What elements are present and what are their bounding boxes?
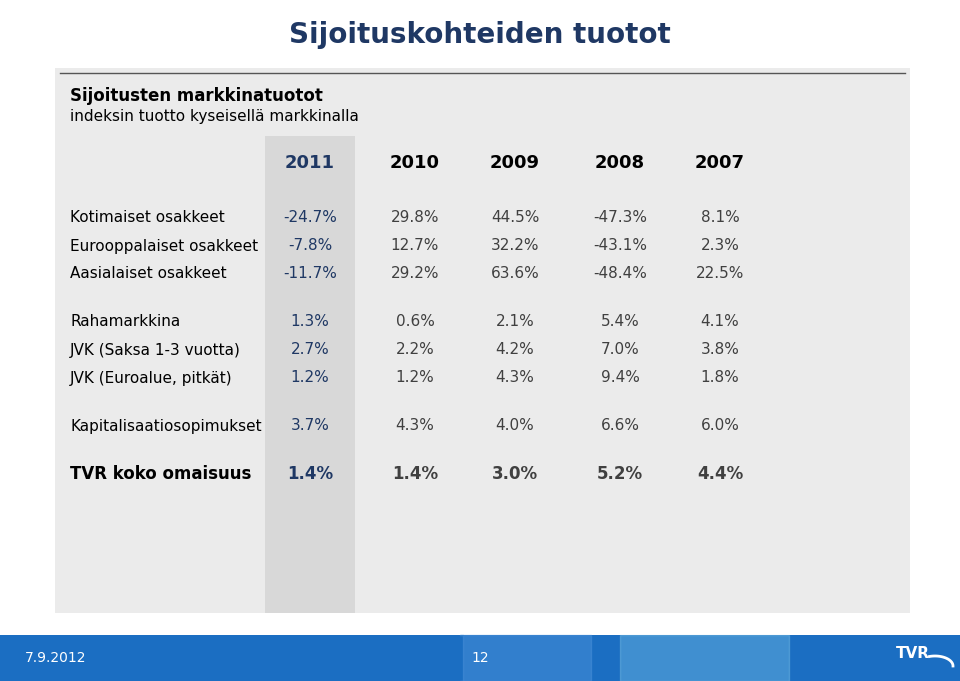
Text: 2.2%: 2.2% [396, 343, 434, 358]
Text: 1.4%: 1.4% [392, 465, 438, 483]
Text: 8.1%: 8.1% [701, 210, 739, 225]
Text: 12.7%: 12.7% [391, 238, 439, 253]
Text: TVR koko omaisuus: TVR koko omaisuus [70, 465, 252, 483]
Text: 4.2%: 4.2% [495, 343, 535, 358]
Bar [265, 136, 355, 613]
Text: -24.7%: -24.7% [283, 210, 337, 225]
Text: 2011: 2011 [285, 154, 335, 172]
Text: -43.1%: -43.1% [593, 238, 647, 253]
Text: 12: 12 [471, 651, 489, 665]
Text: 0.6%: 0.6% [396, 315, 435, 330]
Text: 63.6%: 63.6% [491, 266, 540, 281]
Text: 2.3%: 2.3% [701, 238, 739, 253]
Text: -47.3%: -47.3% [593, 210, 647, 225]
Text: 44.5%: 44.5% [491, 210, 540, 225]
Text: Kotimaiset osakkeet: Kotimaiset osakkeet [70, 210, 225, 225]
Text: Sijoituskohteiden tuotot: Sijoituskohteiden tuotot [289, 21, 671, 49]
Text: 22.5%: 22.5% [696, 266, 744, 281]
Text: 29.2%: 29.2% [391, 266, 440, 281]
Text: 6.6%: 6.6% [601, 419, 639, 434]
Text: 3.7%: 3.7% [291, 419, 329, 434]
Text: JVK (Euroalue, pitkät): JVK (Euroalue, pitkät) [70, 370, 232, 385]
Bar [0, 635, 960, 681]
Text: 4.0%: 4.0% [495, 419, 535, 434]
Text: 1.2%: 1.2% [291, 370, 329, 385]
Text: 7.9.2012: 7.9.2012 [25, 651, 86, 665]
Text: Aasialaiset osakkeet: Aasialaiset osakkeet [70, 266, 227, 281]
Text: 1.3%: 1.3% [291, 315, 329, 330]
Text: Kapitalisaatiosopimukset: Kapitalisaatiosopimukset [70, 419, 262, 434]
Text: 2.1%: 2.1% [495, 315, 535, 330]
Text: 1.2%: 1.2% [396, 370, 434, 385]
Text: 6.0%: 6.0% [701, 419, 739, 434]
Text: 7.0%: 7.0% [601, 343, 639, 358]
Text: 4.4%: 4.4% [697, 465, 743, 483]
Text: -7.8%: -7.8% [288, 238, 332, 253]
Text: 2007: 2007 [695, 154, 745, 172]
Text: 5.2%: 5.2% [597, 465, 643, 483]
Text: 2.7%: 2.7% [291, 343, 329, 358]
Text: 4.3%: 4.3% [495, 370, 535, 385]
Text: -11.7%: -11.7% [283, 266, 337, 281]
Text: 4.3%: 4.3% [396, 419, 435, 434]
Text: TVR: TVR [896, 646, 930, 661]
Text: Sijoitusten markkinatuotot: Sijoitusten markkinatuotot [70, 87, 323, 105]
Bar [55, 68, 910, 613]
Text: Rahamarkkina: Rahamarkkina [70, 315, 180, 330]
Text: 9.4%: 9.4% [601, 370, 639, 385]
Text: 1.4%: 1.4% [287, 465, 333, 483]
Text: 3.0%: 3.0% [492, 465, 538, 483]
Text: 3.8%: 3.8% [701, 343, 739, 358]
Text: 1.8%: 1.8% [701, 370, 739, 385]
Text: 2009: 2009 [490, 154, 540, 172]
Text: 29.8%: 29.8% [391, 210, 440, 225]
Text: Eurooppalaiset osakkeet: Eurooppalaiset osakkeet [70, 238, 258, 253]
Text: 2008: 2008 [595, 154, 645, 172]
Text: 5.4%: 5.4% [601, 315, 639, 330]
Text: 4.1%: 4.1% [701, 315, 739, 330]
Text: JVK (Saksa 1-3 vuotta): JVK (Saksa 1-3 vuotta) [70, 343, 241, 358]
Text: -48.4%: -48.4% [593, 266, 647, 281]
Text: 32.2%: 32.2% [491, 238, 540, 253]
Text: 2010: 2010 [390, 154, 440, 172]
Text: indeksin tuotto kyseisellä markkinalla: indeksin tuotto kyseisellä markkinalla [70, 108, 359, 123]
